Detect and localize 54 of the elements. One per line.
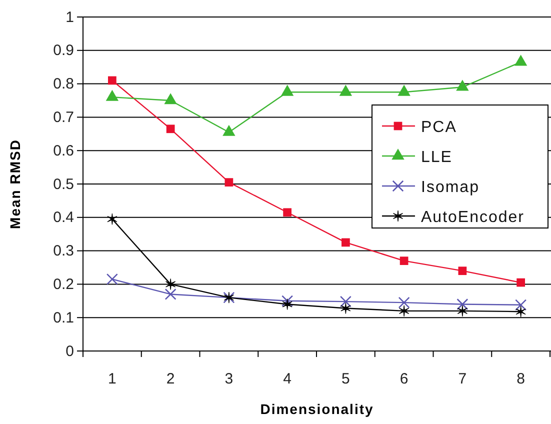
point — [282, 295, 294, 307]
point — [516, 306, 526, 318]
x-tick-label: 7 — [458, 370, 467, 388]
y-tick-label: 0 — [66, 342, 74, 360]
y-tick-label: 0.6 — [53, 142, 74, 160]
point — [339, 84, 352, 96]
point — [515, 299, 527, 311]
x-tick-label: 5 — [342, 370, 350, 388]
point — [164, 93, 177, 104]
point — [106, 273, 118, 285]
point — [398, 296, 410, 308]
point — [516, 278, 525, 287]
x-tick-label: 4 — [283, 370, 292, 388]
y-tick-label: 1 — [66, 8, 74, 26]
point — [457, 305, 468, 317]
y-tick-label: 0.3 — [53, 242, 74, 260]
point — [399, 305, 410, 317]
point — [280, 84, 294, 96]
point — [456, 298, 468, 310]
y-tick-label: 0.5 — [53, 176, 74, 193]
point — [107, 213, 118, 225]
x-tick-label: 3 — [224, 370, 234, 388]
point — [400, 256, 408, 266]
point — [106, 90, 119, 101]
y-tick-label: 0.9 — [53, 42, 74, 60]
y-tick-label: 0.8 — [53, 76, 74, 93]
legend-label: LLE — [421, 149, 452, 166]
point — [456, 80, 469, 91]
point — [222, 124, 236, 136]
point — [166, 278, 176, 290]
legend-label: AutoEncoder — [421, 209, 525, 226]
x-tick-label: 8 — [516, 370, 525, 388]
y-tick-label: 0.7 — [53, 109, 74, 126]
x-tick-label: 2 — [166, 370, 175, 388]
point — [224, 178, 234, 187]
x-axis-title: Dimensionality — [260, 401, 374, 417]
y-tick-label: 0.1 — [53, 309, 74, 326]
point — [166, 124, 175, 134]
point — [458, 266, 467, 276]
y-tick-label: 0.2 — [53, 276, 74, 293]
point — [340, 296, 352, 308]
point — [398, 84, 410, 96]
point — [164, 288, 176, 300]
point — [514, 54, 528, 66]
y-tick-label: 0.4 — [53, 209, 74, 226]
y-axis-title: Mean RMSD — [7, 139, 23, 229]
legend-label: Isomap — [421, 179, 480, 196]
point — [342, 238, 350, 247]
x-tick-label: 1 — [108, 370, 116, 388]
point — [283, 208, 292, 217]
point — [282, 298, 292, 310]
point — [340, 302, 351, 314]
x-tick-label: 6 — [400, 370, 408, 388]
legend-label: PCA — [421, 119, 457, 136]
